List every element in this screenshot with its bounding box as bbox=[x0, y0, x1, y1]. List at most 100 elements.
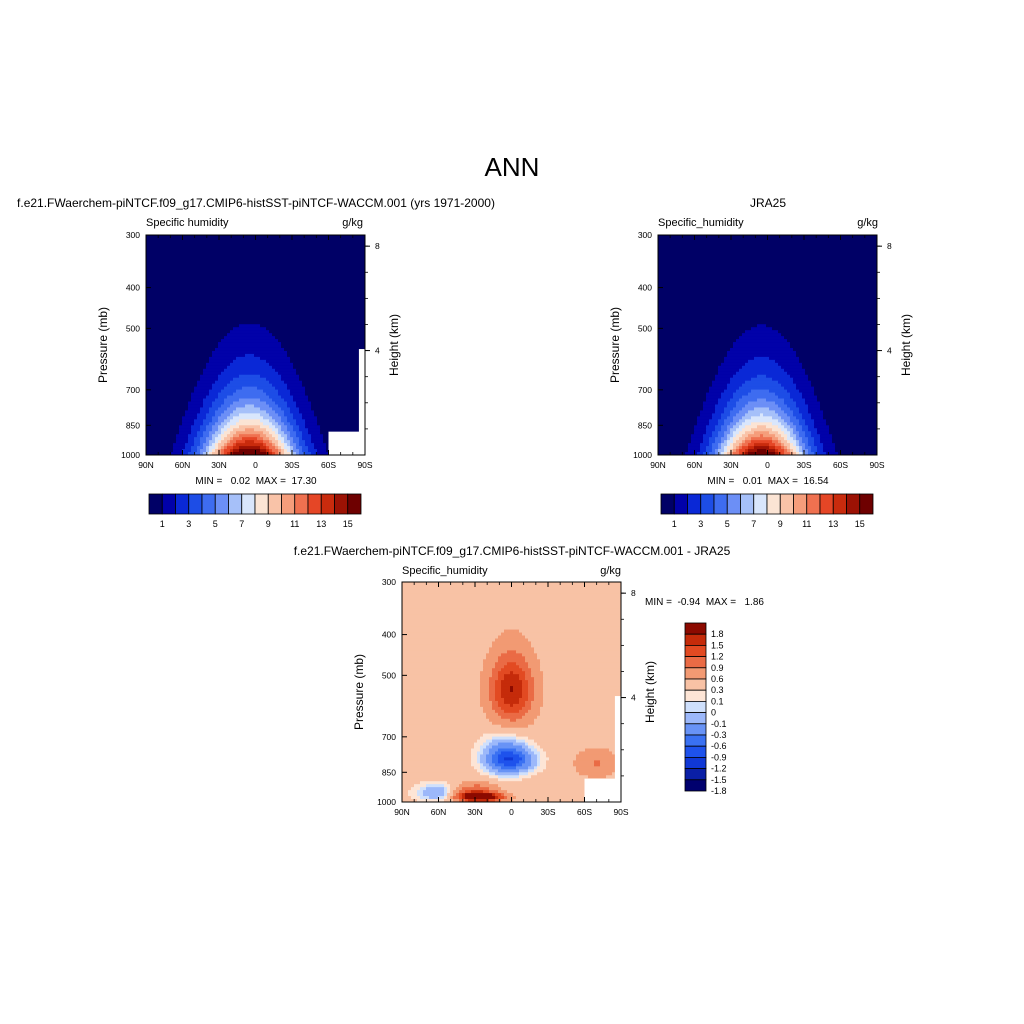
contour-cell bbox=[146, 342, 219, 346]
contour-cell bbox=[495, 692, 502, 696]
contour-cell bbox=[531, 703, 544, 708]
contour-cell bbox=[808, 437, 815, 441]
contour-cell bbox=[495, 709, 505, 714]
contour-cell bbox=[793, 347, 878, 352]
contour-cell bbox=[736, 434, 743, 438]
panel-ref-right-axis-label: Height (km) bbox=[899, 314, 913, 376]
contour-cell bbox=[456, 787, 463, 791]
contour-cell bbox=[796, 401, 806, 405]
contour-cell bbox=[474, 742, 484, 747]
contour-cell bbox=[281, 345, 366, 349]
contour-cell bbox=[658, 398, 707, 402]
contour-cell bbox=[272, 383, 288, 388]
contour-cell bbox=[197, 413, 207, 417]
contour-cell bbox=[823, 416, 878, 420]
contour-cell bbox=[784, 431, 791, 435]
contour-cell bbox=[227, 434, 234, 438]
contour-cell bbox=[579, 751, 613, 755]
contour-cell bbox=[808, 404, 821, 408]
contour-cell bbox=[751, 437, 773, 441]
contour-cell bbox=[233, 327, 267, 331]
contour-cell bbox=[402, 677, 481, 681]
contour-cell bbox=[146, 347, 216, 352]
contour-cell bbox=[658, 425, 695, 429]
colorbar-label: -0.3 bbox=[711, 730, 727, 740]
contour-cell bbox=[402, 656, 487, 660]
contour-cell bbox=[784, 437, 788, 441]
contour-cell bbox=[814, 440, 821, 444]
contour-cell bbox=[146, 282, 366, 287]
contour-cell bbox=[826, 422, 878, 426]
contour-cell bbox=[820, 440, 833, 444]
contour-cell bbox=[802, 449, 809, 453]
contour-cell bbox=[480, 754, 487, 758]
contour-cell bbox=[447, 781, 463, 785]
contour-cell bbox=[299, 452, 306, 456]
contour-cell bbox=[658, 431, 695, 435]
panel-test-variable-label: Specific humidity bbox=[146, 217, 229, 229]
contour-cell bbox=[594, 760, 601, 764]
contour-cell bbox=[528, 689, 535, 693]
contour-cell bbox=[402, 721, 493, 726]
contour-cell bbox=[257, 437, 264, 441]
contour-cell bbox=[311, 452, 318, 456]
contour-cell bbox=[260, 434, 267, 438]
contour-cell bbox=[724, 407, 734, 411]
contour-cell bbox=[290, 446, 294, 450]
contour-cell bbox=[772, 422, 782, 426]
contour-cell bbox=[658, 270, 878, 275]
contour-cell bbox=[594, 763, 601, 767]
contour-cell bbox=[781, 365, 803, 370]
contour-cell bbox=[287, 353, 366, 358]
contour-cell bbox=[712, 431, 719, 435]
contour-cell bbox=[185, 410, 201, 414]
contour-cell bbox=[492, 674, 499, 678]
contour-cell bbox=[718, 401, 728, 405]
contour-cell bbox=[236, 389, 264, 394]
contour-cell bbox=[694, 425, 707, 429]
x-tick-label: 30N bbox=[723, 460, 739, 470]
contour-cell bbox=[275, 425, 282, 429]
contour-cell bbox=[486, 757, 493, 761]
contour-cell bbox=[197, 431, 204, 435]
panel-ref-units-label: g/kg bbox=[857, 217, 878, 229]
contour-cell bbox=[537, 763, 541, 767]
contour-cell bbox=[790, 434, 797, 438]
contour-cell bbox=[543, 769, 577, 773]
contour-cell bbox=[477, 760, 481, 764]
contour-cell bbox=[224, 449, 231, 453]
contour-cell bbox=[793, 443, 797, 447]
contour-cell bbox=[146, 383, 198, 388]
contour-cell bbox=[742, 407, 755, 411]
colorbar-box bbox=[267, 493, 282, 515]
panel-ref-title: JRA25 bbox=[750, 196, 786, 210]
contour-cell bbox=[146, 303, 366, 307]
contour-cell bbox=[290, 431, 297, 435]
colorbar-box bbox=[684, 622, 707, 635]
contour-cell bbox=[495, 799, 502, 803]
contour-cell bbox=[721, 428, 728, 432]
contour-cell bbox=[757, 449, 767, 453]
contour-cell bbox=[712, 434, 719, 438]
contour-cell bbox=[712, 413, 722, 417]
contour-cell bbox=[173, 446, 186, 450]
contour-cell bbox=[501, 715, 523, 720]
contour-cell bbox=[727, 449, 731, 453]
contour-cell bbox=[200, 407, 210, 411]
contour-cell bbox=[402, 724, 502, 729]
contour-cell bbox=[269, 404, 279, 408]
contour-cell bbox=[227, 428, 234, 432]
contour-cell bbox=[146, 374, 201, 379]
contour-cell bbox=[146, 428, 180, 432]
contour-cell bbox=[146, 291, 366, 295]
contour-cell bbox=[284, 398, 294, 402]
contour-cell bbox=[754, 443, 770, 447]
contour-cell bbox=[302, 431, 309, 435]
contour-cell bbox=[787, 446, 791, 450]
contour-cell bbox=[483, 668, 493, 672]
contour-cell bbox=[402, 739, 478, 744]
contour-cell bbox=[724, 419, 734, 423]
contour-cell bbox=[209, 422, 216, 426]
contour-cell bbox=[540, 754, 547, 758]
